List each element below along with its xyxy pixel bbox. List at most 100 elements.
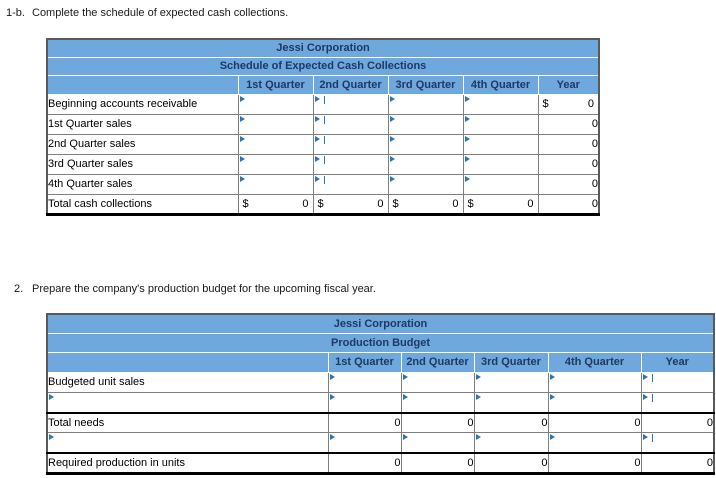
answer-cell[interactable]: [312, 113, 389, 135]
answer-marker-icon: [402, 393, 408, 400]
answer-cell[interactable]: [400, 371, 475, 393]
answer-cell[interactable]: [640, 431, 715, 454]
answer-marker-icon: [402, 433, 408, 440]
total-cell: $0: [237, 193, 314, 216]
total-cell: 0: [537, 193, 600, 216]
subtotal-cell: 0: [327, 412, 402, 433]
answer-cell[interactable]: [387, 113, 464, 135]
answer-cell[interactable]: [387, 153, 464, 175]
total-cell: $0: [387, 193, 464, 216]
answer-cell[interactable]: [400, 431, 475, 454]
answer-marker-icon: [389, 135, 395, 142]
answer-marker-icon: [475, 393, 481, 400]
total-cell: 0: [640, 452, 715, 475]
answer-cell[interactable]: [473, 431, 549, 454]
answer-marker-icon: [314, 135, 320, 142]
answer-cell[interactable]: [237, 113, 314, 135]
answer-cell[interactable]: [312, 93, 389, 115]
answer-cell[interactable]: [547, 431, 642, 454]
row-label: 4th Quarter sales: [46, 173, 239, 195]
table-title: Jessi Corporation: [46, 38, 600, 58]
answer-marker-icon: [49, 393, 54, 400]
answer-cell[interactable]: [547, 371, 642, 393]
answer-marker-icon: [464, 95, 470, 102]
table-row: 1st Quarter sales 0: [46, 113, 600, 135]
subtotal-cell: 0: [640, 412, 715, 433]
answer-marker-icon: [475, 373, 481, 380]
answer-cell[interactable]: [462, 133, 539, 155]
answer-marker-icon: [329, 393, 335, 400]
table-row: 4th Quarter sales 0: [46, 173, 600, 195]
column-header-blank: [46, 74, 239, 95]
question-text: Complete the schedule of expected cash c…: [32, 7, 289, 19]
subtotal-cell: 0: [473, 412, 549, 433]
answer-cell[interactable]: [327, 371, 402, 393]
answer-cell[interactable]: [327, 431, 402, 454]
table-row: Schedule of Expected Cash Collections: [46, 56, 600, 76]
table-subtitle: Production Budget: [46, 332, 715, 353]
answer-cell[interactable]: [462, 113, 539, 135]
answer-caret-icon: [323, 175, 325, 184]
subtotal-row: Total needs 0 0 0 0 0: [46, 412, 715, 433]
answer-marker-icon: [389, 155, 395, 162]
column-header-q4: 4th Quarter: [547, 351, 642, 373]
answer-cell[interactable]: [237, 173, 314, 195]
currency-symbol: $: [242, 197, 249, 210]
column-header-q4: 4th Quarter: [462, 74, 539, 95]
answer-cell[interactable]: [387, 173, 464, 195]
answer-cell[interactable]: [462, 153, 539, 175]
year-total-cell: 0: [537, 153, 600, 175]
question-1b: 1-b. Complete the schedule of expected c…: [6, 7, 288, 19]
answer-marker-icon: [239, 115, 245, 122]
column-header-q1: 1st Quarter: [327, 351, 402, 373]
answer-marker-icon: [329, 373, 335, 380]
answer-marker-icon: [464, 175, 470, 182]
cell-value: 0: [302, 197, 309, 210]
table-row: 2nd Quarter sales 0: [46, 133, 600, 155]
question-number: 1-b.: [6, 7, 25, 19]
answer-label-cell[interactable]: [46, 391, 329, 414]
answer-caret-icon: [323, 135, 325, 144]
column-header-year: Year: [640, 351, 715, 373]
answer-cell[interactable]: [400, 391, 475, 414]
answer-marker-icon: [239, 95, 245, 102]
row-label: 2nd Quarter sales: [46, 133, 239, 155]
answer-cell[interactable]: [312, 153, 389, 175]
table-row: Budgeted unit sales: [46, 371, 715, 393]
table-subtitle: Schedule of Expected Cash Collections: [46, 56, 600, 76]
answer-cell[interactable]: [237, 133, 314, 155]
answer-cell[interactable]: [312, 173, 389, 195]
answer-cell[interactable]: [462, 93, 539, 115]
answer-cell[interactable]: [237, 93, 314, 115]
answer-cell[interactable]: [327, 391, 402, 414]
answer-marker-icon: [239, 155, 245, 162]
table-title: Jessi Corporation: [46, 313, 715, 334]
question-2: 2. Prepare the company's production budg…: [14, 283, 376, 295]
answer-cell[interactable]: [640, 371, 715, 393]
answer-marker-icon: [239, 175, 245, 182]
answer-marker-icon: [329, 433, 335, 440]
answer-cell[interactable]: [547, 391, 642, 414]
row-label: Beginning accounts receivable: [46, 93, 239, 115]
column-header-row: 1st Quarter 2nd Quarter 3rd Quarter 4th …: [46, 351, 715, 373]
answer-marker-icon: [642, 393, 648, 400]
total-row: Required production in units 0 0 0 0 0: [46, 452, 715, 475]
answer-marker-icon: [389, 175, 395, 182]
answer-label-cell[interactable]: [46, 431, 329, 454]
answer-cell[interactable]: [237, 153, 314, 175]
answer-marker-icon: [642, 373, 648, 380]
answer-cell[interactable]: [387, 93, 464, 115]
answer-marker-icon: [389, 95, 395, 102]
column-header-q3: 3rd Quarter: [473, 351, 549, 373]
answer-cell[interactable]: [312, 133, 389, 155]
year-total-cell: 0: [537, 113, 600, 135]
table-row: Jessi Corporation: [46, 38, 600, 58]
answer-cell[interactable]: [387, 133, 464, 155]
answer-cell[interactable]: [640, 391, 715, 414]
cell-value: 0: [452, 197, 459, 210]
answer-cell[interactable]: [473, 371, 549, 393]
answer-cell[interactable]: [473, 391, 549, 414]
row-label: Total cash collections: [46, 193, 239, 216]
answer-cell[interactable]: [462, 173, 539, 195]
